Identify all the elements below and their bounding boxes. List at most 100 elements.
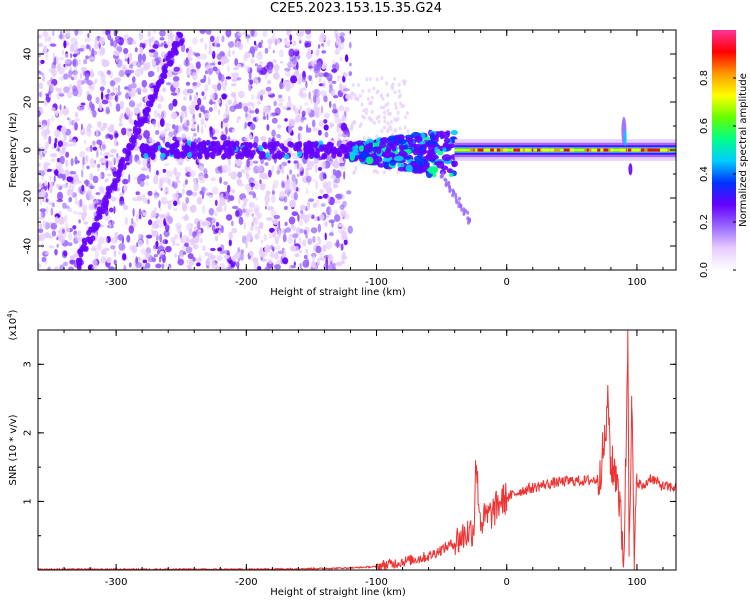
noise-blob [164,44,168,49]
noise-blob [153,80,156,86]
noise-blob [224,58,230,63]
noise-blob [332,160,340,169]
noise-blob [396,110,400,115]
noise-blob [110,148,117,154]
noise-blob [192,257,196,262]
carrier-blob [442,147,447,152]
carrier-blob [441,154,452,162]
noise-blob [161,263,165,270]
carrier-blob [412,161,419,170]
noise-blob [396,117,400,121]
noise-blob [242,55,248,61]
noise-blob [224,108,230,118]
noise-blob [139,46,144,54]
noise-blob [181,188,185,196]
carrier-blob [345,151,351,158]
noise-blob [82,211,88,217]
noise-blob [198,175,204,179]
noise-blob [223,191,230,200]
noise-blob [59,236,66,244]
noise-blob [125,92,130,100]
tail-blob [462,210,466,215]
noise-blob [191,135,194,143]
noise-blob [77,212,83,216]
noise-blob [319,90,327,96]
diagonal-trace-blob [115,170,121,177]
noise-blob [260,136,267,142]
noise-blob [67,232,73,241]
noise-blob [138,102,143,108]
noise-blob [268,232,273,239]
tail-blob [454,192,458,197]
noise-blob [360,102,364,107]
noise-blob [306,258,309,268]
noise-blob [156,249,160,255]
noise-blob [105,134,109,139]
noise-blob [99,102,102,111]
noise-blob [191,100,195,107]
diagonal-trace-blob [106,193,112,200]
noise-blob [90,68,94,78]
noise-blob [230,189,235,194]
noise-blob [201,91,205,97]
carrier-peak [603,148,609,152]
noise-blob [282,233,287,243]
noise-blob [121,127,127,136]
noise-blob [406,129,410,134]
noise-blob [154,207,157,211]
noise-blob [323,119,328,124]
noise-blob [350,95,353,100]
noise-blob [238,197,241,205]
noise-blob [170,236,176,243]
colorbar-tick-label: 0.0 [699,262,710,278]
noise-blob [248,71,252,80]
noise-blob [52,52,55,59]
carrier-blob [184,147,190,153]
noise-blob [65,205,70,209]
noise-blob [40,213,43,218]
noise-blob [203,74,207,82]
noise-blob [127,57,130,65]
noise-blob [86,165,90,170]
noise-blob [137,53,143,63]
noise-blob [327,39,331,47]
noise-blob [241,31,249,36]
noise-blob [67,143,74,147]
noise-blob [158,181,163,190]
noise-blob [254,233,260,240]
noise-blob [104,178,109,183]
noise-blob [184,242,189,247]
noise-blob [92,217,95,223]
carrier-blob [365,156,374,165]
noise-blob [189,169,196,178]
carrier-blob [384,161,390,170]
tail-blob [468,219,471,224]
noise-blob [227,50,231,58]
noise-blob [330,175,337,180]
noise-blob [320,257,326,261]
noise-blob [118,122,123,127]
noise-blob [183,119,191,127]
noise-blob [164,122,171,127]
carrier-blob [265,152,270,159]
noise-blob [256,165,263,173]
carrier-blob [414,135,423,143]
noise-blob [155,263,162,269]
noise-blob [109,101,113,108]
noise-blob [231,78,239,82]
noise-blob [185,196,190,204]
noise-blob [204,43,207,50]
carrier-blob [389,160,396,166]
noise-blob [38,184,44,189]
noise-blob [305,30,312,35]
noise-blob [215,166,221,174]
noise-blob [328,232,334,237]
diagonal-trace-blob [107,188,112,195]
noise-blob [300,209,304,214]
noise-blob [313,216,318,222]
tail-blob [460,207,464,212]
noise-blob [330,90,335,96]
noise-blob [322,244,327,252]
noise-blob [42,198,45,203]
noise-blob [90,50,98,56]
